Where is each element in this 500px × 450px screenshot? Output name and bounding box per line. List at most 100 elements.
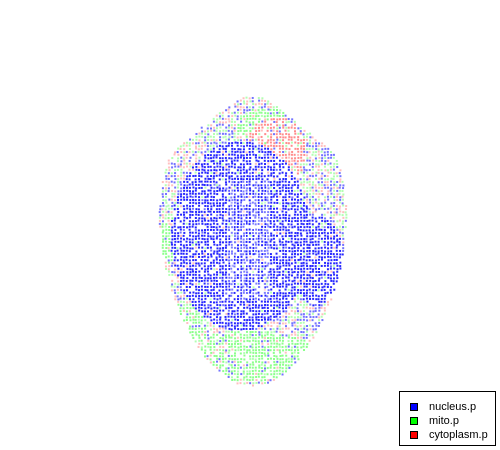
cloud-point [311, 195, 314, 198]
cloud-point [212, 156, 215, 159]
cloud-point [189, 303, 192, 306]
cloud-point [233, 358, 236, 361]
cloud-point [246, 300, 249, 303]
cloud-point [291, 118, 294, 121]
cloud-point [180, 187, 183, 190]
cloud-point [189, 282, 192, 285]
cloud-point [204, 219, 207, 222]
cloud-point [326, 175, 329, 178]
cloud-point [329, 223, 332, 226]
cloud-point [303, 294, 306, 297]
cloud-point [174, 232, 177, 235]
cloud-point [267, 379, 270, 382]
cloud-point [170, 241, 173, 244]
cloud-point [311, 292, 314, 295]
cloud-point [296, 273, 299, 276]
cloud-point [279, 259, 282, 262]
cloud-point [167, 184, 170, 187]
cloud-point [236, 115, 239, 118]
cloud-point [170, 162, 173, 165]
cloud-point [288, 226, 291, 229]
cloud-point [186, 196, 189, 199]
cloud-point [299, 298, 302, 301]
cloud-point [278, 181, 281, 184]
cloud-point [261, 361, 264, 364]
cloud-point [314, 154, 317, 157]
cloud-point [311, 136, 314, 139]
cloud-point [260, 363, 263, 366]
cloud-point [237, 249, 240, 252]
cloud-point [308, 151, 311, 154]
cloud-point [197, 318, 200, 321]
cloud-point [165, 168, 168, 171]
cloud-point [284, 193, 287, 196]
cloud-point [254, 138, 257, 141]
cloud-point [234, 241, 237, 244]
cloud-point [308, 249, 311, 252]
cloud-point [213, 162, 216, 165]
cloud-point [269, 156, 272, 159]
cloud-point [282, 246, 285, 249]
cloud-point [224, 315, 227, 318]
cloud-point [332, 280, 335, 283]
cloud-point [290, 315, 293, 318]
cloud-point [303, 145, 306, 148]
cloud-point [327, 250, 330, 253]
cloud-point [330, 154, 333, 157]
cloud-point [267, 343, 270, 346]
cloud-point [252, 247, 255, 250]
cloud-point [183, 219, 186, 222]
cloud-point [267, 135, 270, 138]
cloud-point [285, 367, 288, 370]
cloud-point [170, 259, 173, 262]
cloud-point [288, 160, 291, 163]
cloud-point [204, 333, 207, 336]
cloud-point [225, 126, 228, 129]
cloud-point [240, 259, 243, 262]
cloud-point [266, 309, 269, 312]
cloud-point [230, 328, 233, 331]
cloud-point [315, 192, 318, 195]
cloud-point [236, 340, 239, 343]
cloud-point [267, 174, 270, 177]
cloud-point [263, 180, 266, 183]
cloud-point [300, 346, 303, 349]
cloud-point [311, 270, 314, 273]
cloud-point [248, 250, 251, 253]
cloud-point [257, 216, 260, 219]
cloud-point [285, 276, 288, 279]
cloud-point [276, 304, 279, 307]
cloud-point [297, 247, 300, 250]
cloud-point [294, 261, 297, 264]
cloud-point [234, 105, 237, 108]
cloud-point [194, 295, 197, 298]
cloud-point [231, 120, 234, 123]
cloud-point [194, 217, 197, 220]
cloud-point [224, 156, 227, 159]
cloud-point [224, 135, 227, 138]
cloud-point [302, 247, 305, 250]
cloud-point [171, 273, 174, 276]
cloud-point [297, 312, 300, 315]
cloud-point [201, 292, 204, 295]
cloud-point [228, 276, 231, 279]
cloud-point [228, 153, 231, 156]
cloud-point [323, 285, 326, 288]
cloud-point [240, 195, 243, 198]
cloud-point [194, 246, 197, 249]
cloud-point [239, 201, 242, 204]
cloud-point [162, 216, 165, 219]
cloud-point [302, 204, 305, 207]
cloud-point [203, 183, 206, 186]
cloud-point [240, 145, 243, 148]
cloud-point [176, 201, 179, 204]
cloud-point [261, 370, 264, 373]
cloud-point [212, 120, 215, 123]
cloud-point [225, 342, 228, 345]
cloud-point [279, 319, 282, 322]
cloud-point [279, 193, 282, 196]
cloud-point [282, 111, 285, 114]
cloud-point [189, 300, 192, 303]
cloud-point [222, 294, 225, 297]
cloud-point [273, 190, 276, 193]
